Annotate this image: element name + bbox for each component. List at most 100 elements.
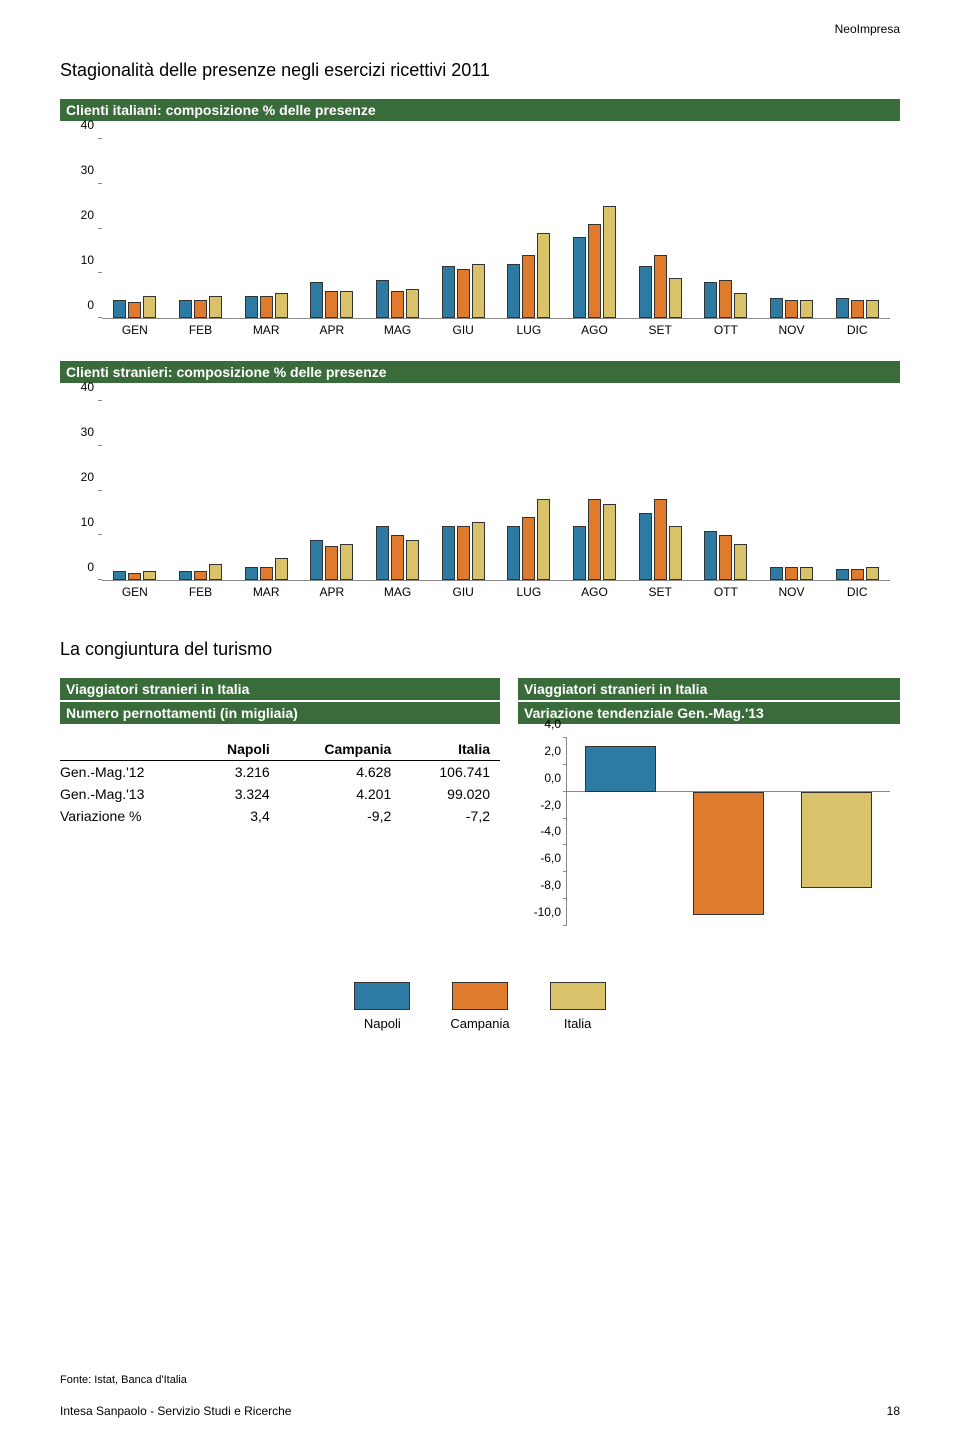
bar <box>719 280 732 318</box>
bar <box>851 300 864 318</box>
legend-item: Napoli <box>354 982 410 1031</box>
bar <box>654 255 667 318</box>
bar <box>472 264 485 318</box>
legend-swatch <box>550 982 606 1010</box>
bar <box>275 293 288 318</box>
bar <box>785 567 798 581</box>
legend-label: Napoli <box>364 1016 401 1031</box>
bar <box>851 569 864 580</box>
bar <box>719 535 732 580</box>
brand-label: NeoImpresa <box>835 22 900 36</box>
bar <box>573 237 586 318</box>
bar <box>340 291 353 318</box>
table-row: Gen.-Mag.'133.3244.20199.020 <box>60 783 500 805</box>
chart3-title-1: Viaggiatori stranieri in Italia <box>518 678 900 700</box>
bar <box>340 544 353 580</box>
x-tick-label: OTT <box>700 585 752 599</box>
bar-group <box>569 206 621 319</box>
source-line: Fonte: Istat, Banca d'Italia <box>60 1374 900 1386</box>
footer-left: Intesa Sanpaolo - Servizio Studi e Ricer… <box>60 1404 291 1418</box>
bar-group <box>503 233 555 319</box>
bar <box>639 513 652 581</box>
bar <box>785 300 798 318</box>
bar-group <box>437 264 489 318</box>
table-cell: 4.201 <box>280 783 402 805</box>
y-tick-label: 0 <box>87 560 94 574</box>
table-header <box>60 738 192 761</box>
y-tick-label: 40 <box>81 118 94 132</box>
bar <box>179 571 192 580</box>
bar <box>537 233 550 319</box>
bar <box>585 746 656 792</box>
table-title-2: Numero pernottamenti (in migliaia) <box>60 702 500 724</box>
x-tick-label: GIU <box>437 323 489 337</box>
bar <box>406 540 419 581</box>
bar-group <box>240 293 292 318</box>
data-table: NapoliCampaniaItaliaGen.-Mag.'123.2164.6… <box>60 738 500 827</box>
table-cell: -7,2 <box>401 805 500 827</box>
bar <box>472 522 485 581</box>
y-tick-label: 30 <box>81 163 94 177</box>
bar <box>866 300 879 318</box>
bar <box>537 499 550 580</box>
y-tick-label: 4,0 <box>544 717 567 731</box>
bar-group <box>306 282 358 318</box>
y-tick-label: -10,0 <box>534 905 567 919</box>
bar <box>128 573 141 580</box>
bar <box>669 526 682 580</box>
bar <box>800 300 813 318</box>
bar <box>442 266 455 318</box>
bar <box>669 278 682 319</box>
bar <box>179 300 192 318</box>
y-tick-label: 40 <box>81 380 94 394</box>
bar <box>654 499 667 580</box>
bar <box>406 289 419 318</box>
table-cell: 3.216 <box>192 761 280 784</box>
x-tick-label: FEB <box>175 585 227 599</box>
bar <box>603 206 616 319</box>
x-tick-label: APR <box>306 585 358 599</box>
chart2-title: Clienti stranieri: composizione % delle … <box>60 361 900 383</box>
table-header: Campania <box>280 738 402 761</box>
x-tick-label: MAG <box>372 585 424 599</box>
bar <box>836 298 849 318</box>
bar-group <box>569 499 621 580</box>
x-tick-label: AGO <box>569 323 621 337</box>
x-tick-label: NOV <box>766 323 818 337</box>
bar <box>442 526 455 580</box>
bar <box>209 296 222 319</box>
bar <box>194 300 207 318</box>
x-tick-label: GEN <box>109 323 161 337</box>
bar <box>209 564 222 580</box>
bar-group <box>240 558 292 581</box>
bar <box>245 567 258 581</box>
x-tick-label: DIC <box>831 585 883 599</box>
y-tick-label: -2,0 <box>540 798 567 812</box>
bar <box>770 298 783 318</box>
x-tick-label: SET <box>634 585 686 599</box>
bar <box>573 526 586 580</box>
bar-group <box>634 255 686 318</box>
bar <box>260 296 273 319</box>
legend-item: Campania <box>450 982 509 1031</box>
bar <box>391 291 404 318</box>
chart1-title: Clienti italiani: composizione % delle p… <box>60 99 900 121</box>
bar-group <box>700 531 752 581</box>
bar <box>588 499 601 580</box>
chart3-title-2: Variazione tendenziale Gen.-Mag.'13 <box>518 702 900 724</box>
bar-group <box>503 499 555 580</box>
bar <box>507 264 520 318</box>
table-cell: 4.628 <box>280 761 402 784</box>
x-tick-label: MAG <box>372 323 424 337</box>
bar-group <box>175 564 227 580</box>
bar <box>376 280 389 318</box>
legend-item: Italia <box>550 982 606 1031</box>
bar <box>113 300 126 318</box>
y-tick-label: 0 <box>87 298 94 312</box>
bar <box>113 571 126 580</box>
bar-group <box>831 298 883 318</box>
bar <box>325 291 338 318</box>
bar <box>770 567 783 581</box>
bar <box>143 296 156 319</box>
y-tick-label: 0,0 <box>544 771 567 785</box>
